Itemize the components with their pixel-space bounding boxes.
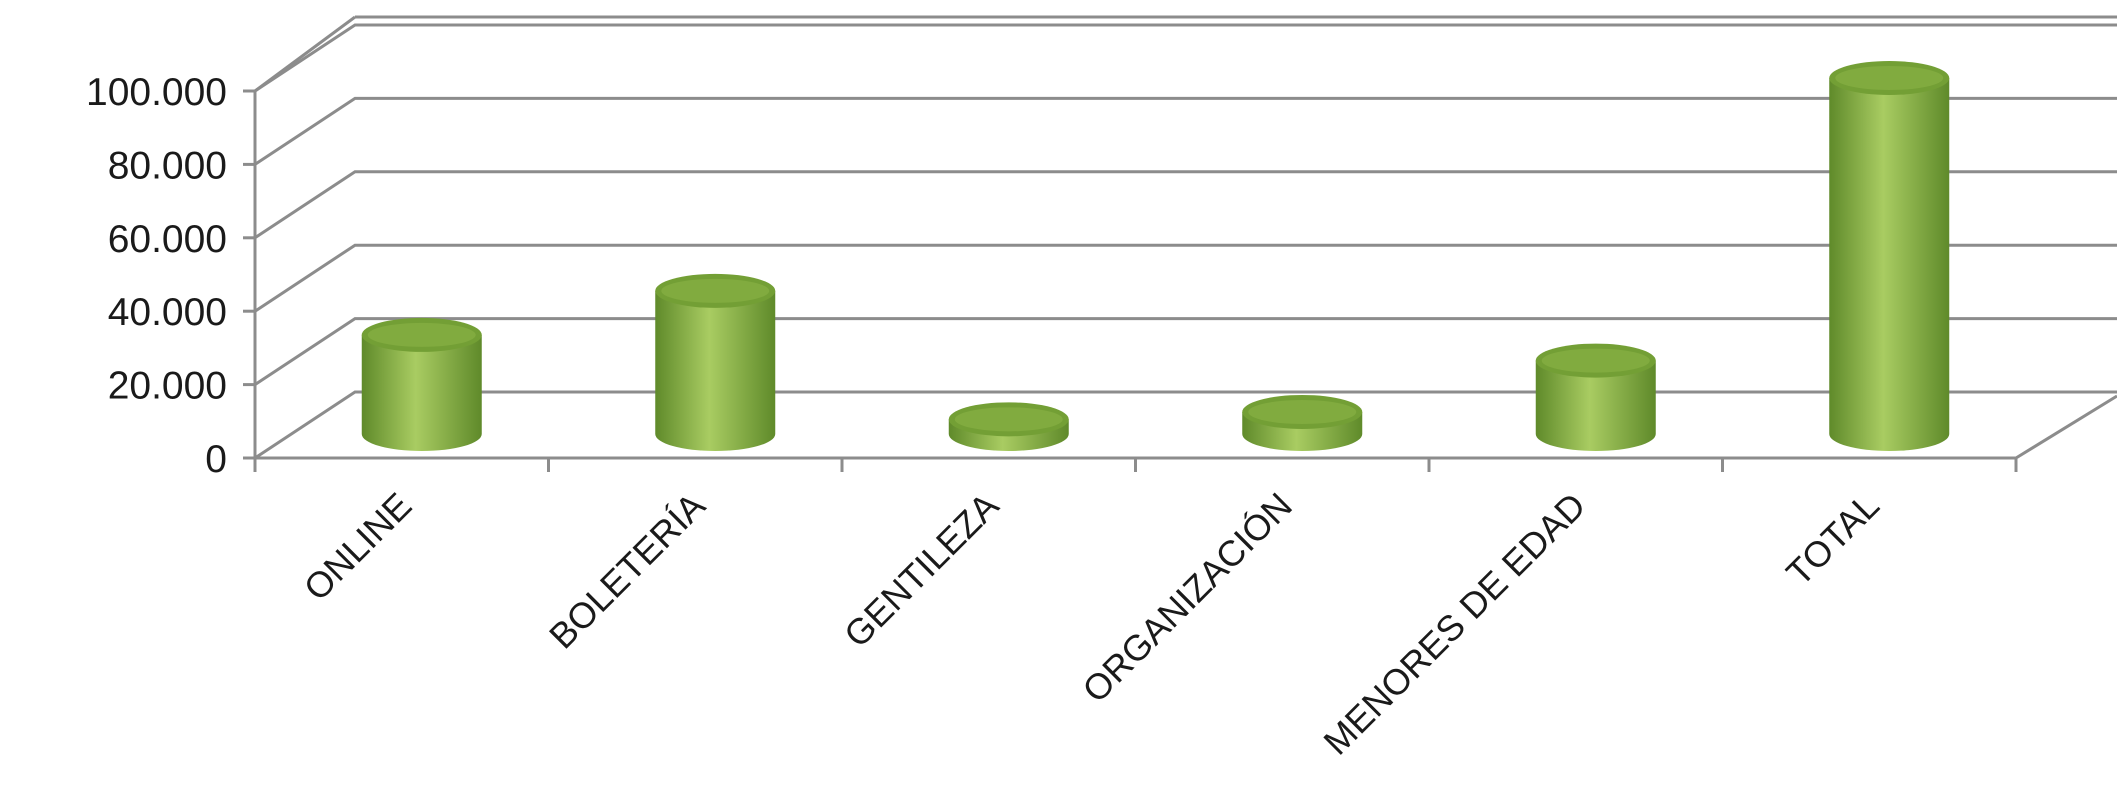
bars: [361, 61, 1950, 451]
left-wall-top-edge: [254, 15, 356, 93]
x-tick-label-0: ONLINE: [296, 485, 420, 609]
bar-2: [948, 402, 1069, 451]
x-tick-label-5: TOTAL: [1778, 485, 1887, 594]
y-tick-label-3: 60.000: [108, 218, 227, 261]
bar-3: [1242, 394, 1363, 451]
y-tick-label-0: 0: [205, 438, 227, 481]
axes: [243, 89, 2117, 472]
bar-top-highlight-0: [367, 322, 476, 347]
gridlines: [254, 15, 2117, 460]
x-tick-label-1: BOLETERÍA: [541, 485, 713, 657]
gridline-2: [254, 243, 2117, 313]
y-tick-label-4: 80.000: [108, 144, 227, 187]
bar-top-highlight-3: [1248, 399, 1357, 424]
x-tick-label-4: MENORES DE EDAD: [1315, 485, 1593, 763]
y-tick-label-5: 100.000: [86, 71, 227, 114]
floor-right-edge: [2015, 394, 2117, 460]
y-tick-label-1: 20.000: [108, 365, 227, 408]
gridline-4: [254, 96, 2117, 166]
bar-body-0: [361, 334, 482, 451]
bar-body-1: [655, 290, 776, 451]
bar-4: [1535, 343, 1656, 451]
gridline-0: [254, 390, 2117, 460]
bar-top-highlight-2: [954, 407, 1063, 432]
bar-body-4: [1535, 360, 1656, 451]
x-tick-label-3: ORGANIZACIÓN: [1074, 485, 1300, 711]
gridline-3: [254, 170, 2117, 240]
gridline-1: [254, 317, 2117, 386]
gridline-5: [254, 23, 2117, 93]
bar-0: [361, 317, 482, 451]
y-tick-label-2: 40.000: [108, 291, 227, 334]
bar-top-highlight-5: [1835, 66, 1944, 91]
bar-5: [1829, 61, 1950, 451]
bar-top-highlight-4: [1541, 348, 1650, 373]
bar-body-5: [1829, 78, 1950, 451]
x-tick-label-2: GENTILEZA: [836, 485, 1006, 655]
bar-top-highlight-1: [661, 278, 770, 303]
bar-1: [655, 273, 776, 451]
